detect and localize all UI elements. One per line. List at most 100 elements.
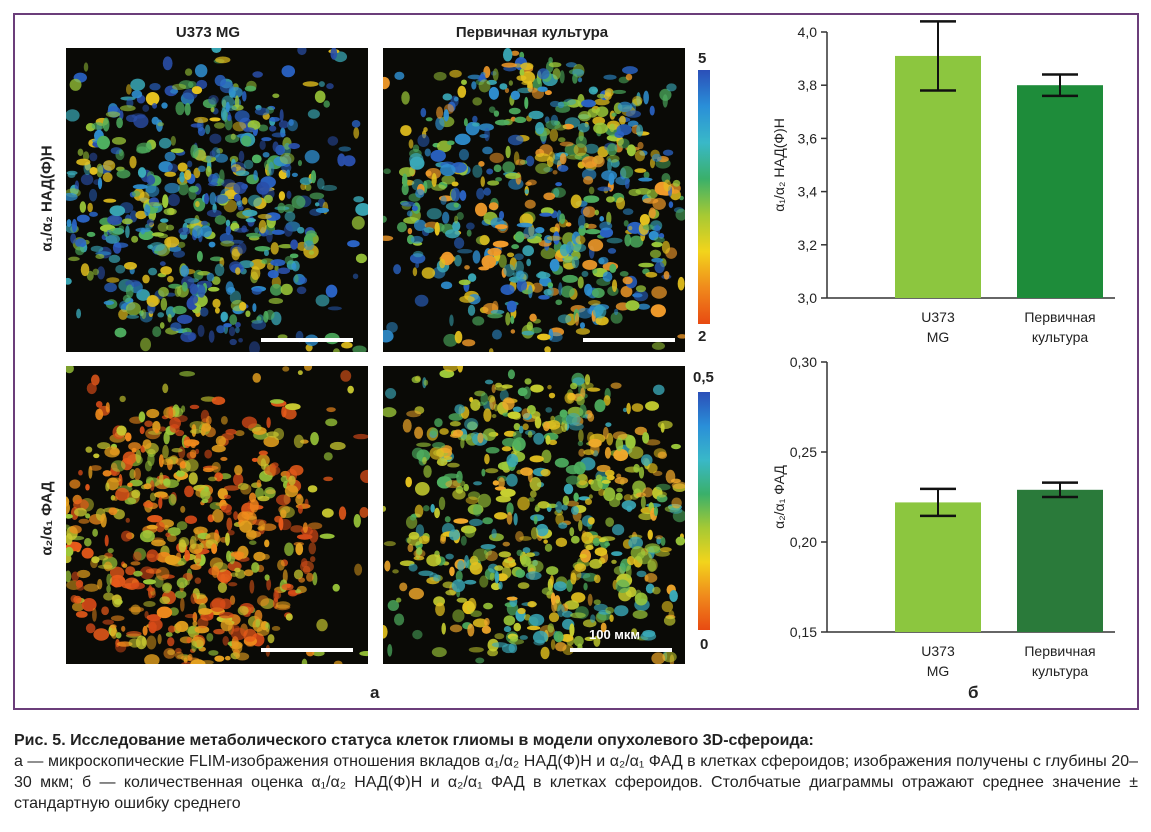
cell-spot: [414, 504, 424, 518]
cell-spot: [103, 300, 115, 305]
cell-spot: [447, 462, 460, 468]
cell-spot: [485, 468, 499, 474]
cell-spot: [434, 222, 440, 236]
scale-bar: [570, 648, 672, 652]
cell-spot: [218, 611, 234, 619]
cell-spot: [430, 149, 446, 162]
cell-spot: [612, 89, 627, 94]
cell-spot: [615, 579, 630, 593]
cell-spot: [101, 606, 109, 616]
cell-spot: [640, 495, 646, 509]
cell-spot: [414, 294, 429, 307]
y-tick-label: 3,8: [798, 77, 818, 93]
cell-spot: [298, 577, 306, 583]
cell-spot: [465, 496, 479, 505]
cell-spot: [294, 274, 299, 283]
cell-spot: [588, 186, 595, 195]
cell-spot: [400, 125, 412, 136]
cell-spot: [359, 507, 368, 518]
cell-spot: [525, 571, 542, 581]
cell-spot: [442, 366, 459, 372]
cell-spot: [507, 369, 516, 380]
cell-spot: [521, 289, 532, 295]
cell-spot: [548, 439, 558, 446]
cell-spot: [537, 86, 548, 92]
cell-spot: [647, 529, 653, 540]
cell-spot: [78, 518, 90, 524]
cell-spot: [206, 632, 214, 642]
cell-spot: [565, 464, 581, 475]
cell-spot: [513, 437, 526, 452]
cell-spot: [164, 554, 180, 565]
cell-spot: [460, 438, 465, 449]
cell-spot: [525, 552, 536, 558]
cell-spot: [66, 546, 74, 557]
cell-spot: [164, 171, 177, 177]
cell-spot: [146, 175, 156, 185]
cell-spot: [93, 453, 100, 459]
cell-spot: [466, 222, 475, 230]
cell-spot: [80, 173, 94, 186]
cell-spot: [295, 494, 304, 505]
cell-spot: [158, 286, 169, 297]
cell-spot: [281, 65, 296, 78]
cell-spot: [227, 114, 232, 122]
cell-spot: [229, 314, 238, 326]
cell-spot: [655, 535, 664, 540]
x-tick-label: U373: [921, 309, 955, 325]
colorbar-fad-max: 0,5: [693, 369, 714, 386]
cell-spot: [573, 243, 587, 253]
cell-spot: [636, 570, 647, 578]
cell-spot: [307, 485, 318, 493]
cell-spot: [515, 159, 526, 166]
cell-spot: [587, 517, 595, 525]
cell-spot: [396, 597, 402, 603]
cell-spot: [605, 517, 615, 527]
cell-spot: [75, 246, 85, 256]
cell-spot: [640, 454, 653, 466]
cell-spot: [167, 193, 180, 207]
cell-spot: [164, 151, 176, 162]
cell-spot: [341, 341, 353, 349]
cell-spot: [508, 107, 521, 115]
cell-spot: [85, 623, 96, 634]
cell-spot: [562, 274, 578, 283]
cell-spot: [163, 431, 170, 445]
cell-spot: [318, 81, 325, 87]
cell-spot: [637, 303, 651, 310]
cell-spot: [528, 110, 544, 120]
cell-spot: [263, 194, 273, 204]
cell-spot: [406, 210, 413, 217]
cell-spot: [121, 530, 132, 542]
cell-spot: [652, 586, 661, 595]
cell-spot: [253, 170, 258, 181]
cell-spot: [76, 308, 82, 319]
cell-spot: [507, 411, 521, 419]
cell-spot: [531, 327, 542, 334]
cell-spot: [669, 589, 678, 603]
bar: [1017, 489, 1103, 632]
cell-spot: [519, 635, 528, 640]
cell-spot: [326, 83, 334, 90]
cell-spot: [587, 413, 595, 422]
cell-spot: [501, 446, 512, 452]
cell-spot: [472, 503, 482, 517]
cell-spot: [238, 150, 245, 163]
cell-spot: [121, 625, 126, 632]
cell-spot: [266, 431, 279, 438]
cell-spot: [526, 258, 532, 267]
cell-spot: [502, 48, 513, 62]
cell-spot: [184, 68, 193, 76]
cell-spot: [480, 176, 485, 188]
cell-spot: [603, 395, 611, 406]
cell-spot: [76, 214, 90, 223]
cell-spot: [91, 374, 100, 386]
cell-spot: [610, 311, 623, 324]
cell-spot: [461, 79, 467, 85]
cell-spot: [184, 218, 200, 224]
cell-spot: [622, 66, 638, 75]
cell-spot: [537, 501, 550, 509]
cell-spot: [622, 276, 633, 285]
cell-spot: [162, 383, 169, 394]
cell-spot: [583, 176, 594, 185]
